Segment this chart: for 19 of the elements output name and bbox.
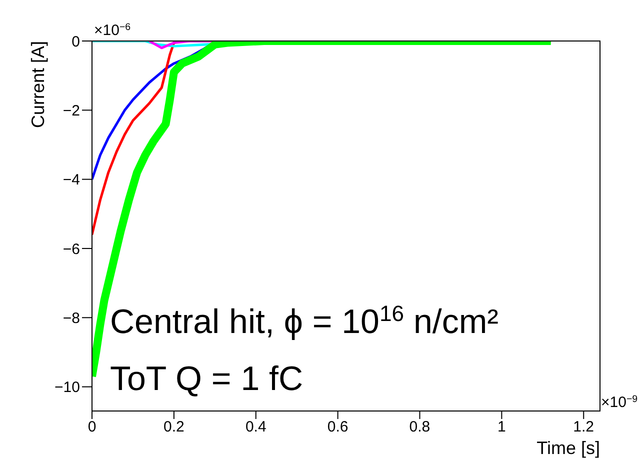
x-tick-label: 0.4 [245,418,266,436]
x-tick-label: 0.8 [409,418,430,436]
annotation: Central hit, ϕ = 10$^{16}$ n/cm² [110,300,498,341]
text: ×10$^{−9}$ [601,394,638,411]
x-axis-title: Time [s] [536,438,600,458]
y-tick-label: −8 [62,310,80,327]
x-tick-label: 0 [88,418,96,436]
y-tick-label: −2 [62,102,80,120]
x-tick-label: 1 [498,418,506,436]
x-tick-label: 1.2 [573,418,594,436]
x-tick-label: 0.2 [164,418,184,436]
x-tick-label: 0.6 [327,418,348,436]
y-tick-label: −6 [62,240,80,258]
y-tick-label: −10 [54,379,80,396]
annotation: ToT Q = 1 fC [110,360,304,398]
y-tick-label: 0 [72,33,80,50]
y-axis-title: Current [A] [28,41,48,128]
y-tick-label: −4 [62,172,80,189]
text: ×10$^{−6}$ [94,22,131,39]
